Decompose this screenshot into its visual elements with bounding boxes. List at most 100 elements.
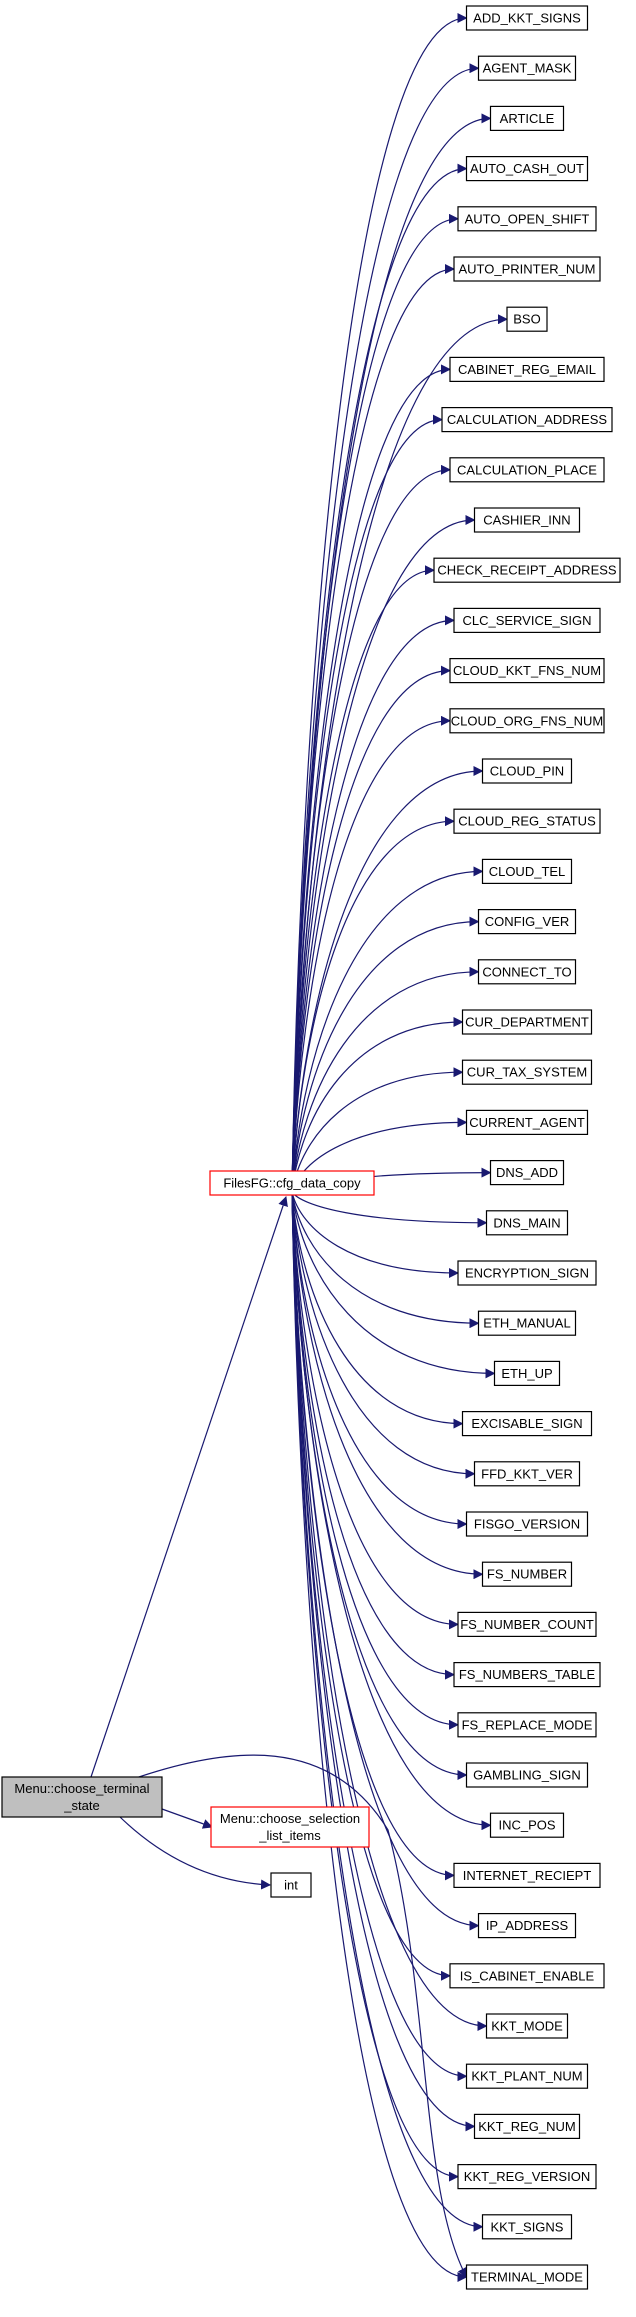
target-node-fs-replace-mode-box (457, 1712, 597, 1738)
target-node-kkt-signs-label: KKT_SIGNS (491, 2219, 564, 2234)
choose-selection-node-label: Menu::choose_selection (220, 1811, 360, 1826)
edge-hub-to-agent-mask (291, 63, 480, 1193)
target-node-cloud-tel-box (481, 858, 573, 885)
target-node-kkt-plant-num[interactable]: KKT_PLANT_NUM (465, 2063, 589, 2089)
target-node-check-receipt-address[interactable]: CHECK_RECEIPT_ADDRESS (433, 557, 621, 583)
target-node-auto-printer-num-box (453, 256, 601, 282)
target-node-calculation-place-box (449, 457, 605, 483)
target-node-eth-manual[interactable]: ETH_MANUAL (477, 1310, 577, 1336)
target-node-add-kkt-signs[interactable]: ADD_KKT_SIGNS (465, 5, 589, 31)
target-node-cloud-reg-status[interactable]: CLOUD_REG_STATUS (453, 808, 601, 834)
target-node-cloud-tel[interactable]: CLOUD_TEL (481, 858, 573, 885)
target-node-check-receipt-address-box (433, 557, 621, 583)
target-node-encryption-sign[interactable]: ENCRYPTION_SIGN (457, 1260, 597, 1286)
target-node-kkt-reg-version[interactable]: KKT_REG_VERSION (457, 2164, 597, 2190)
target-node-gambling-sign[interactable]: GAMBLING_SIGN (465, 1762, 589, 1788)
edge-root-to-choose-selection (161, 1808, 213, 1829)
target-node-cloud-org-fns-num[interactable]: CLOUD_ORG_FNS_NUM (449, 708, 605, 734)
hub-node-label: FilesFG::cfg_data_copy (223, 1176, 361, 1191)
target-node-dns-main[interactable]: DNS_MAIN (485, 1210, 569, 1236)
target-node-kkt-reg-num[interactable]: KKT_REG_NUM (473, 2113, 581, 2139)
choose-selection-node-box (210, 1806, 370, 1848)
target-node-fs-number-box (481, 1561, 573, 1587)
target-node-eth-up[interactable]: ETH_UP (493, 1360, 561, 1387)
target-node-cur-tax-system[interactable]: CUR_TAX_SYSTEM (461, 1059, 593, 1085)
target-node-calculation-address[interactable]: CALCULATION_ADDRESS (441, 407, 613, 433)
target-node-ip-address[interactable]: IP_ADDRESS (477, 1912, 577, 1939)
target-node-cloud-kkt-fns-num[interactable]: CLOUD_KKT_FNS_NUM (449, 657, 605, 684)
target-node-fs-replace-mode-label: FS_REPLACE_MODE (462, 1717, 593, 1732)
target-node-excisable-sign-box (461, 1410, 593, 1437)
target-node-ffd-kkt-ver[interactable]: FFD_KKT_VER (473, 1461, 581, 1487)
target-node-cloud-reg-status-label: CLOUD_REG_STATUS (458, 814, 596, 829)
target-node-bso[interactable]: BSO (506, 306, 548, 332)
target-node-dns-main-box (485, 1210, 569, 1236)
edge-hub-to-config-ver (291, 916, 480, 1193)
edge-hub-to-cabinet-reg-email (291, 364, 451, 1193)
target-node-kkt-reg-version-label: KKT_REG_VERSION (464, 2169, 590, 2184)
root-node[interactable]: Menu::choose_terminal_state (1, 1776, 163, 1818)
target-node-current-agent[interactable]: CURRENT_AGENT (465, 1109, 589, 1136)
target-node-gambling-sign-box (465, 1762, 589, 1788)
target-node-fs-numbers-table[interactable]: FS_NUMBERS_TABLE (453, 1661, 601, 1688)
target-node-fs-number-count[interactable]: FS_NUMBER_COUNT (457, 1611, 597, 1638)
target-node-article[interactable]: ARTICLE (489, 105, 565, 132)
hub-node[interactable]: FilesFG::cfg_data_copy (209, 1170, 375, 1196)
target-node-article-label: ARTICLE (500, 111, 555, 126)
target-node-auto-open-shift-label: AUTO_OPEN_SHIFT (465, 211, 590, 226)
target-node-auto-open-shift-box (457, 206, 597, 232)
target-node-cur-department[interactable]: CUR_DEPARTMENT (461, 1009, 593, 1035)
target-node-fs-number[interactable]: FS_NUMBER (481, 1561, 573, 1587)
target-node-kkt-mode[interactable]: KKT_MODE (485, 2013, 569, 2039)
target-node-cashier-inn[interactable]: CASHIER_INN (473, 507, 581, 533)
root-node-label: Menu::choose_terminal (14, 1781, 149, 1796)
target-node-fisgo-version[interactable]: FISGO_VERSION (465, 1511, 589, 1537)
target-node-cloud-pin-label: CLOUD_PIN (490, 764, 564, 779)
target-node-config-ver-label: CONFIG_VER (485, 914, 570, 929)
target-node-config-ver-box (477, 908, 577, 935)
choose-selection-node-label: _list_items (258, 1828, 321, 1843)
edge-hub-to-cloud-reg-status (291, 816, 455, 1193)
target-node-internet-reciept-label: INTERNET_RECIEPT (463, 1868, 592, 1883)
target-node-add-kkt-signs-box (465, 5, 589, 31)
target-node-inc-pos[interactable]: INC_POS (489, 1812, 565, 1838)
edge-hub-to-inc-pos (291, 1191, 492, 1831)
target-node-encryption-sign-box (457, 1260, 597, 1286)
target-node-config-ver[interactable]: CONFIG_VER (477, 908, 577, 935)
target-node-calculation-place[interactable]: CALCULATION_PLACE (449, 457, 605, 483)
target-node-cur-tax-system-box (461, 1059, 593, 1085)
target-node-auto-printer-num[interactable]: AUTO_PRINTER_NUM (453, 256, 601, 282)
target-node-is-cabinet-enable[interactable]: IS_CABINET_ENABLE (449, 1963, 605, 1989)
target-node-agent-mask-label: AGENT_MASK (483, 61, 572, 76)
target-node-auto-open-shift[interactable]: AUTO_OPEN_SHIFT (457, 206, 597, 232)
target-node-excisable-sign[interactable]: EXCISABLE_SIGN (461, 1410, 593, 1437)
target-node-cabinet-reg-email[interactable]: CABINET_REG_EMAIL (449, 356, 605, 382)
target-node-kkt-signs[interactable]: KKT_SIGNS (481, 2214, 573, 2240)
hub-node-box (209, 1170, 375, 1196)
choose-selection-node[interactable]: Menu::choose_selection_list_items (210, 1806, 370, 1848)
edge-hub-to-fisgo-version (291, 1191, 468, 1529)
int-node[interactable]: int (270, 1872, 312, 1898)
target-node-connect-to[interactable]: CONNECT_TO (477, 959, 577, 985)
target-node-fisgo-version-box (465, 1511, 589, 1537)
target-node-terminal-mode-label: TERMINAL_MODE (471, 2270, 583, 2285)
target-node-cloud-tel-label: CLOUD_TEL (489, 864, 566, 879)
target-node-cloud-pin[interactable]: CLOUD_PIN (481, 758, 573, 784)
edge-root-to-int (119, 1816, 271, 1890)
edge-hub-to-eth-up (291, 1191, 496, 1379)
target-node-kkt-mode-box (485, 2013, 569, 2039)
target-node-clc-service-sign[interactable]: CLC_SERVICE_SIGN (453, 607, 601, 634)
target-node-terminal-mode[interactable]: TERMINAL_MODE (465, 2264, 589, 2290)
target-node-fs-replace-mode[interactable]: FS_REPLACE_MODE (457, 1712, 597, 1738)
edge-hub-to-auto-cash-out (291, 163, 468, 1193)
edge-root-to-terminal-mode (129, 1754, 468, 2278)
edge-hub-to-eth-manual (291, 1191, 480, 1329)
target-node-connect-to-label: CONNECT_TO (482, 964, 571, 979)
target-node-internet-reciept[interactable]: INTERNET_RECIEPT (453, 1862, 601, 1889)
edge-hub-to-add-kkt-signs (291, 13, 468, 1193)
target-node-dns-add[interactable]: DNS_ADD (489, 1159, 565, 1186)
target-node-is-cabinet-enable-box (449, 1963, 605, 1989)
target-node-agent-mask[interactable]: AGENT_MASK (477, 55, 577, 81)
target-node-auto-cash-out[interactable]: AUTO_CASH_OUT (465, 156, 589, 182)
target-node-kkt-signs-box (481, 2214, 573, 2240)
